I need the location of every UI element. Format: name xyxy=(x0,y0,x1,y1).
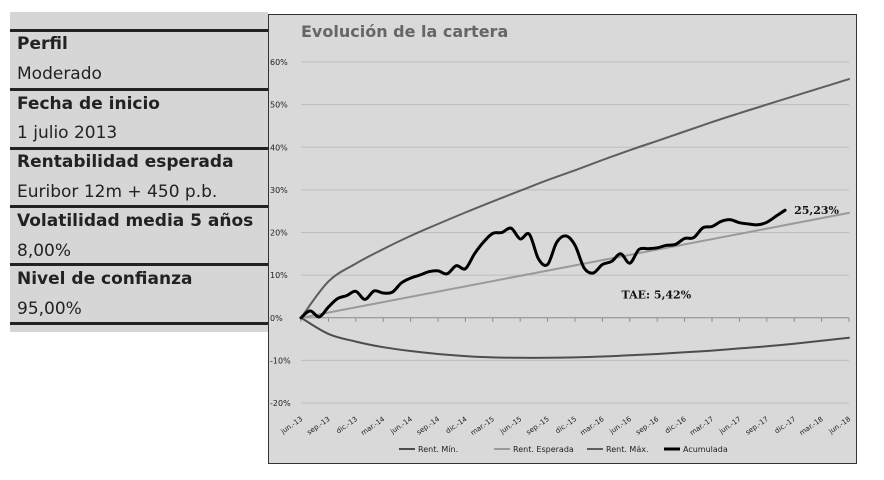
start-date-value: 1 julio 2013 xyxy=(17,123,118,143)
x-tick-label: dic.-13 xyxy=(335,415,359,435)
y-axis-ticks: -20% -10% 0% 10% 20% 30% 40% 50% 60% xyxy=(270,58,291,408)
x-axis-ticks: jun.-13 sep.-13 dic.-13 mar.-14 jun.-14 sep.-… xyxy=(279,415,852,437)
legend-label: Acumulada xyxy=(683,445,728,454)
x-tick-label: jun.-14 xyxy=(388,415,414,436)
y-tick-label: 40% xyxy=(270,143,288,152)
confidence-label: Nivel de confianza xyxy=(17,269,193,289)
x-tick-label: jun.-15 xyxy=(498,415,523,436)
final-value-label: 25,23% xyxy=(794,204,839,217)
series-line-accumulated xyxy=(299,208,787,320)
start-date-label: Fecha de inicio xyxy=(17,94,160,114)
y-tick-label: 10% xyxy=(270,271,288,280)
x-tick-label: dic.-16 xyxy=(664,415,689,436)
x-tick-label: dic.-15 xyxy=(554,415,578,435)
y-tick-label: -10% xyxy=(270,356,291,365)
tae-label: TAE: 5,42% xyxy=(622,289,692,302)
series-line-max xyxy=(300,78,850,319)
volatility-value: 8,00% xyxy=(17,241,72,261)
chart-title: Evolución de la cartera xyxy=(301,22,508,41)
volatility-label: Volatilidad media 5 años xyxy=(17,211,254,231)
x-tick-label: sep.-17 xyxy=(744,415,770,437)
x-tick-label: jun.-13 xyxy=(279,415,304,436)
y-tick-label: 60% xyxy=(270,58,288,67)
divider xyxy=(10,205,268,208)
series-line-min xyxy=(300,316,850,359)
x-tick-label: dic.-17 xyxy=(773,415,797,435)
divider xyxy=(10,29,268,32)
legend-label: Rent. Máx. xyxy=(606,445,649,454)
x-tick-label: mar.-16 xyxy=(579,415,606,437)
y-tick-label: -20% xyxy=(270,399,291,408)
divider xyxy=(10,263,268,266)
y-tick-label: 50% xyxy=(270,101,288,110)
x-tick-label: jun.-17 xyxy=(717,415,742,436)
annotations: 25,23% TAE: 5,42% xyxy=(622,204,840,301)
y-tick-label: 0% xyxy=(270,314,283,323)
y-tick-label: 20% xyxy=(270,229,288,238)
profile-label: Perfil xyxy=(17,34,68,54)
legend-label: Rent. Esperada xyxy=(513,445,574,454)
divider xyxy=(10,322,268,325)
divider xyxy=(10,147,268,150)
x-tick-label: dic.-14 xyxy=(444,415,469,436)
legend: Rent. Mín. Rent. Esperada Rent. Máx. Acumul… xyxy=(399,445,728,454)
grid-layer xyxy=(300,61,850,404)
x-tick-label: mar.-15 xyxy=(469,415,496,437)
divider xyxy=(10,88,268,91)
chart-svg: Evolución de la cartera -20% -10% 0% 10% 20%… xyxy=(270,22,852,454)
x-tick-label: sep.-14 xyxy=(415,415,441,437)
confidence-value: 95,00% xyxy=(17,299,82,319)
profile-value: Moderado xyxy=(17,64,102,84)
series-line-expected xyxy=(300,211,850,319)
x-tick-label: jun.-18 xyxy=(827,415,852,436)
info-panel: Perfil Moderado Fecha de inicio 1 julio … xyxy=(10,12,268,332)
legend-label: Rent. Mín. xyxy=(418,445,458,454)
x-tick-label: sep.-16 xyxy=(634,415,660,437)
x-tick-label: mar.-17 xyxy=(688,415,715,437)
y-tick-label: 30% xyxy=(270,186,288,195)
expected-return-value: Euribor 12m + 450 p.b. xyxy=(17,182,218,202)
expected-return-label: Rentabilidad esperada xyxy=(17,152,234,172)
x-tick-label: sep.-13 xyxy=(306,415,332,437)
x-tick-label: jun.-16 xyxy=(607,415,633,436)
series-layer xyxy=(299,78,850,359)
x-tick-label: sep.-15 xyxy=(525,415,551,437)
x-tick-label: mar.-14 xyxy=(360,415,387,437)
x-tick-label: mar.-18 xyxy=(798,415,825,437)
chart-frame: Evolución de la cartera -20% -10% 0% 10% 20%… xyxy=(268,14,857,464)
